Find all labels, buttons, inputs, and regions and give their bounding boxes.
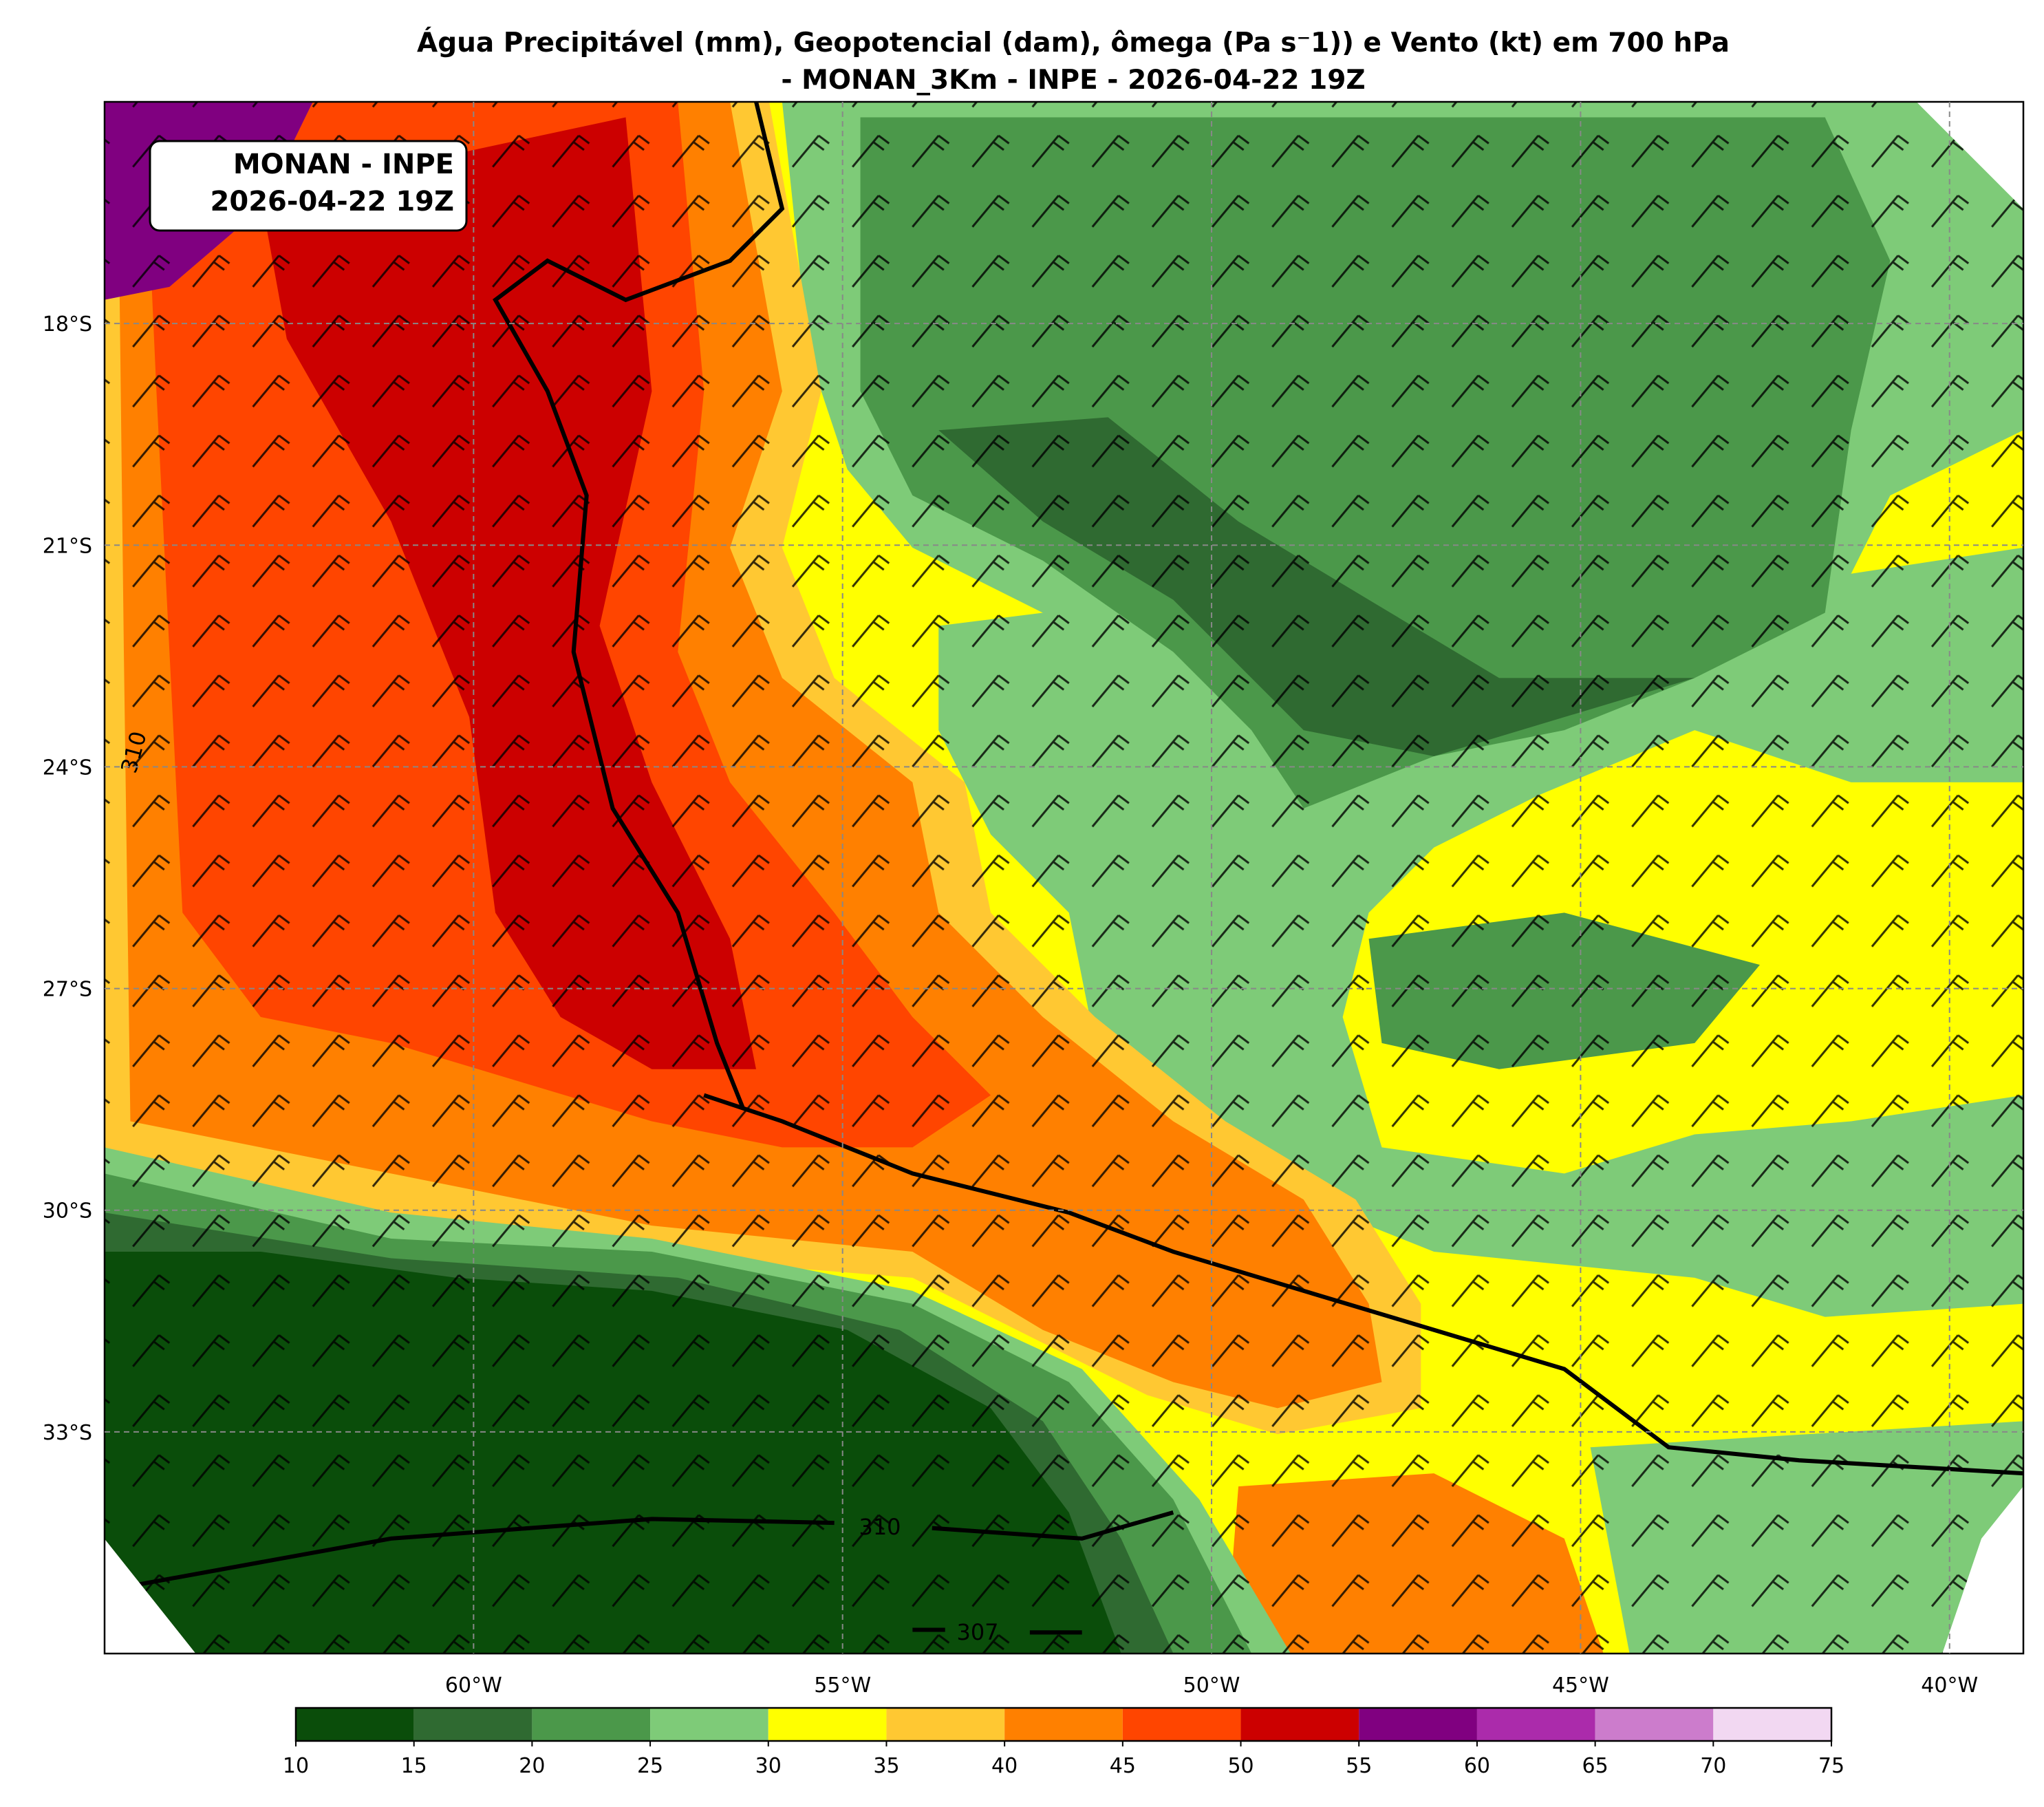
colorbar-box xyxy=(1122,1708,1241,1741)
map-frame xyxy=(103,100,2025,1655)
colorbar-box xyxy=(886,1708,1005,1741)
contour-label: 307 xyxy=(956,1619,998,1645)
colorbar-tick-label: 70 xyxy=(1700,1754,1726,1778)
x-tick-label: 50°W xyxy=(1183,1674,1240,1698)
colorbar-box xyxy=(1004,1708,1123,1741)
colorbar-box xyxy=(296,1708,414,1741)
colorbar-frame xyxy=(294,1707,1833,1742)
y-tick-label: 27°S xyxy=(43,978,92,1002)
info-box-line: MONAN - INPE xyxy=(233,149,454,180)
x-tick-label: 40°W xyxy=(1921,1674,1978,1698)
y-tick-label: 21°S xyxy=(43,534,92,558)
colorbar-box xyxy=(1240,1708,1359,1741)
x-tick-label: 45°W xyxy=(1552,1674,1609,1698)
colorbar-box xyxy=(1359,1708,1477,1741)
colorbar-tick-label: 55 xyxy=(1346,1754,1372,1778)
colorbar-tick-label: 60 xyxy=(1464,1754,1490,1778)
contour-label: 310 xyxy=(859,1514,901,1540)
y-tick-label: 30°S xyxy=(43,1199,92,1223)
map-field xyxy=(104,101,2023,1654)
colorbar-box xyxy=(768,1708,887,1741)
x-tick-label: 60°W xyxy=(445,1674,502,1698)
y-tick-label: 33°S xyxy=(43,1421,92,1445)
x-tick-label: 55°W xyxy=(814,1674,871,1698)
colorbar-tick-label: 50 xyxy=(1227,1754,1254,1778)
title: - MONAN_3Km - INPE - 2026-04-22 19Z xyxy=(781,65,1365,96)
colorbar-box xyxy=(413,1708,532,1741)
title: Água Precipitável (mm), Geopotencial (da… xyxy=(417,26,1730,58)
colorbar-tick-label: 35 xyxy=(873,1754,899,1778)
colorbar-box xyxy=(650,1708,768,1741)
colorbar-tick-label: 10 xyxy=(283,1754,309,1778)
colorbar-box xyxy=(532,1708,651,1741)
y-tick-label: 18°S xyxy=(43,312,92,336)
colorbar-tick-label: 20 xyxy=(519,1754,545,1778)
y-tick-label: 24°S xyxy=(43,756,92,780)
colorbar-tick-label: 30 xyxy=(755,1754,782,1778)
info-box xyxy=(149,140,468,232)
colorbar-tick-label: 65 xyxy=(1582,1754,1609,1778)
colorbar-tick-label: 75 xyxy=(1818,1754,1844,1778)
info-box-line: 2026-04-22 19Z xyxy=(211,186,454,217)
colorbar-tick-label: 45 xyxy=(1110,1754,1136,1778)
colorbar-tick-label: 15 xyxy=(401,1754,427,1778)
colorbar-tick-label: 40 xyxy=(991,1754,1018,1778)
colorbar-box xyxy=(1713,1708,1831,1741)
colorbar-box xyxy=(1476,1708,1595,1741)
colorbar-box xyxy=(1595,1708,1714,1741)
colorbar-tick-label: 25 xyxy=(637,1754,663,1778)
